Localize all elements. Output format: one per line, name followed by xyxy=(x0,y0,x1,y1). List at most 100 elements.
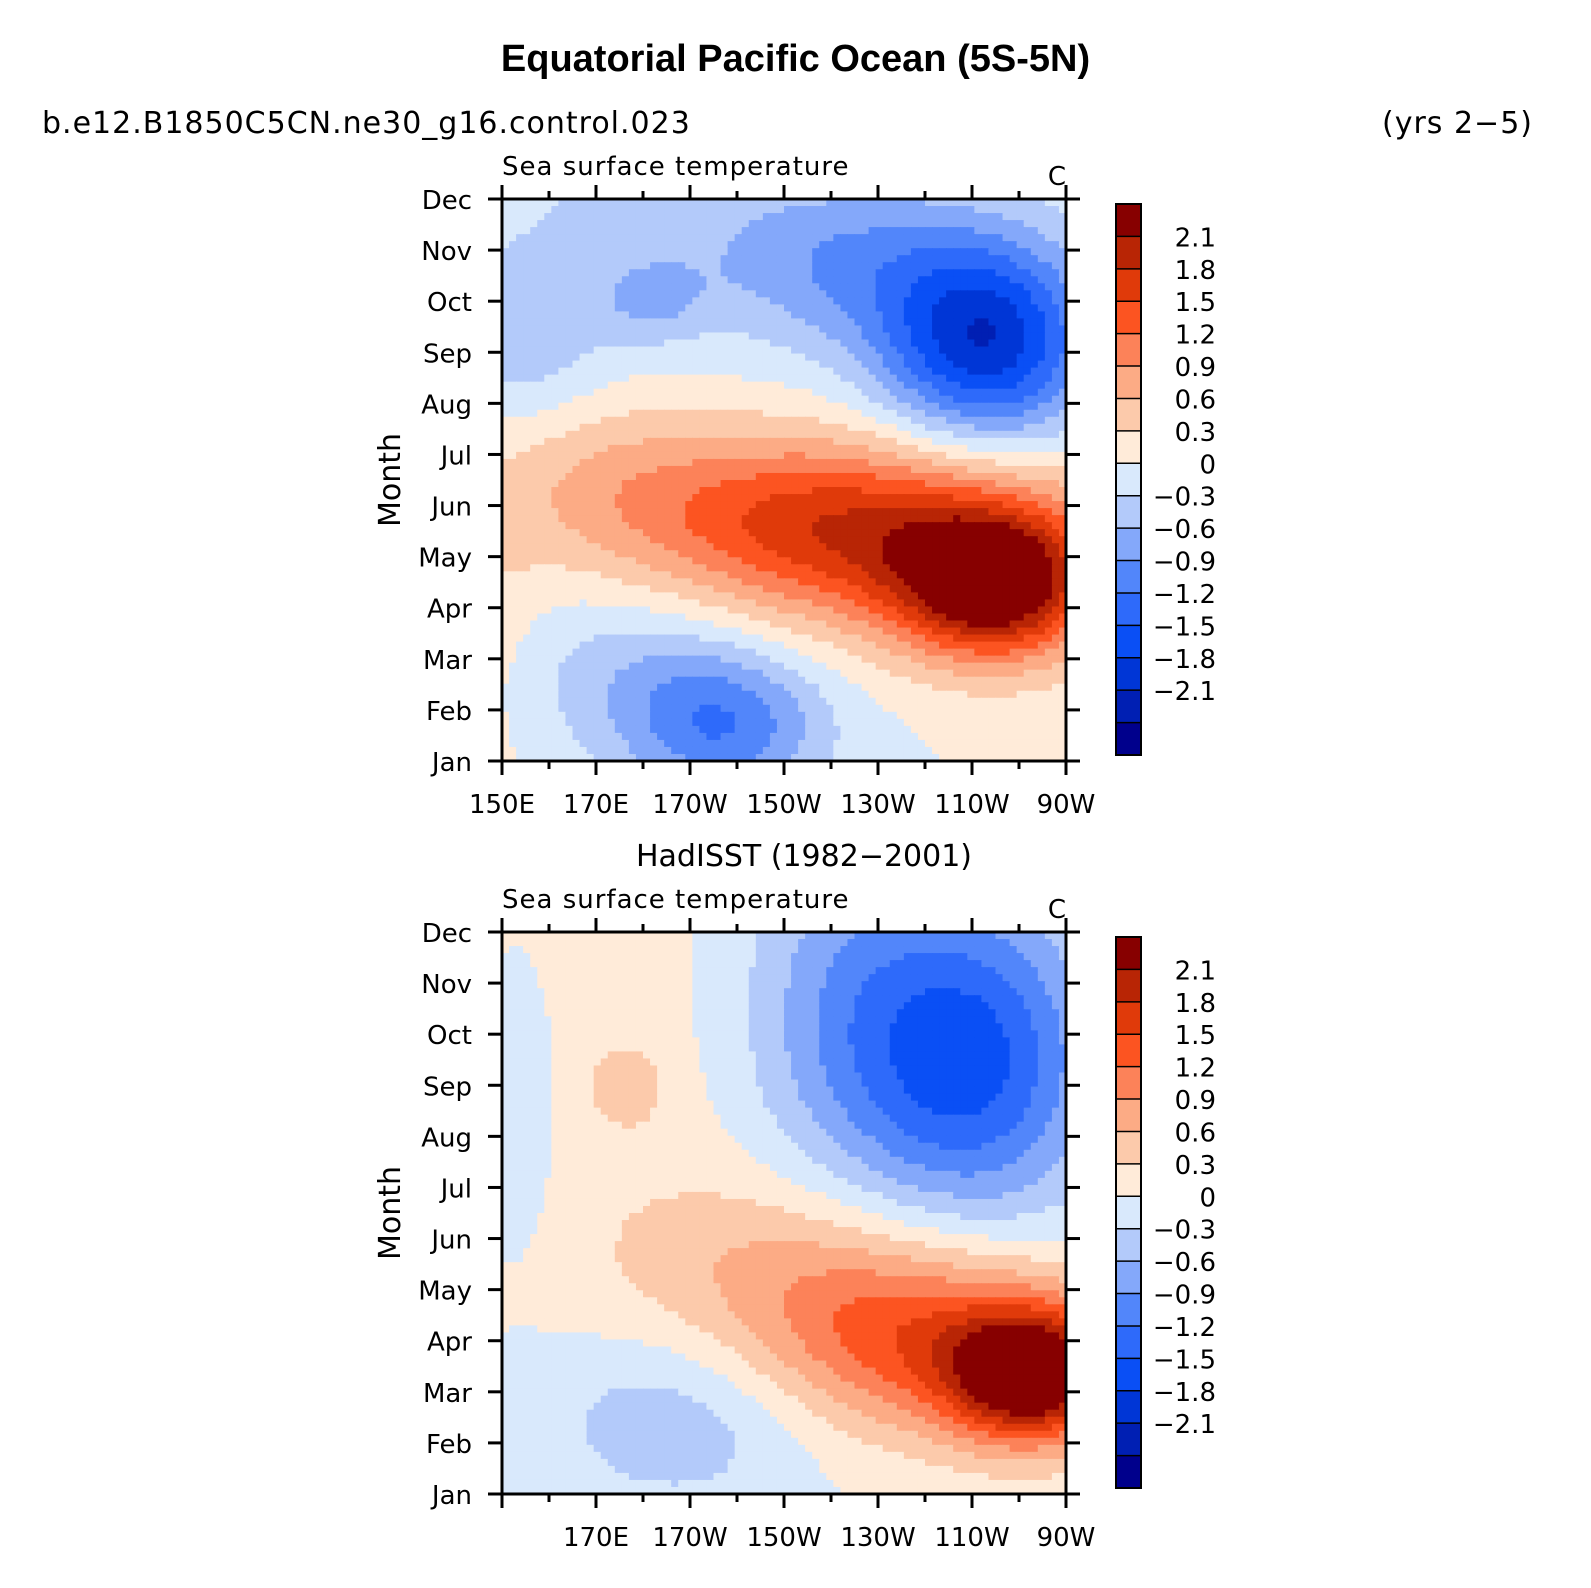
colorbar-label: 2.1 xyxy=(1175,956,1216,986)
colorbar-frame xyxy=(1115,203,1142,756)
colorbar-box xyxy=(1116,430,1141,464)
contour-field xyxy=(502,932,1067,1495)
colorbar-box xyxy=(1116,657,1141,691)
colorbar-box xyxy=(1116,1261,1141,1295)
colorbar-label: −1.5 xyxy=(1153,612,1216,642)
x-tick-label: 150E xyxy=(469,790,535,820)
colorbar-box xyxy=(1116,1131,1141,1165)
y-tick-label: Oct xyxy=(427,1021,472,1051)
colorbar-box xyxy=(1116,495,1141,529)
colorbar-label: 0.9 xyxy=(1175,353,1216,383)
units-label: C xyxy=(1048,895,1066,925)
colorbar-box xyxy=(1116,1423,1141,1457)
colorbar-label: −0.6 xyxy=(1153,1248,1216,1278)
colorbar-label: −1.5 xyxy=(1153,1345,1216,1375)
y-tick-label: Feb xyxy=(426,1430,472,1460)
colorbar-label: 0.9 xyxy=(1175,1086,1216,1116)
panel-title: Sea surface temperature xyxy=(502,885,849,915)
x-tick-label: 90W xyxy=(1037,1523,1096,1553)
y-tick-label: Jun xyxy=(429,1226,472,1256)
colorbar-label: 1.2 xyxy=(1175,1054,1216,1084)
colorbar-label: 0.3 xyxy=(1175,1151,1216,1181)
y-tick-label: Jul xyxy=(439,441,472,471)
x-tick-label: 90W xyxy=(1037,790,1096,820)
x-tick-label: 130W xyxy=(840,1523,915,1553)
colorbar-box xyxy=(1116,592,1141,626)
colorbar-box xyxy=(1116,236,1141,270)
panel-subtitle: HadISST (1982−2001) xyxy=(636,839,972,874)
colorbar-box xyxy=(1116,937,1141,970)
colorbar-box xyxy=(1116,969,1141,1003)
colorbar xyxy=(1115,203,1142,756)
colorbar-label: 0 xyxy=(1199,450,1216,480)
y-tick-label: Jun xyxy=(429,493,472,523)
panel-title: Sea surface temperature xyxy=(502,152,849,182)
colorbar-box xyxy=(1116,366,1141,399)
y-axis-label: Month xyxy=(373,433,408,527)
contour-panel-model: Sea surface temperature C Jan Feb Mar Apr May J… xyxy=(373,152,1216,820)
colorbar-box xyxy=(1116,560,1141,594)
colorbar-box xyxy=(1116,1163,1141,1197)
x-tick-label: 170E xyxy=(563,1523,629,1553)
colorbar-label: −1.8 xyxy=(1153,645,1216,675)
colorbar-label: −0.3 xyxy=(1153,483,1216,513)
colorbar-box xyxy=(1116,1001,1141,1035)
colorbar-box xyxy=(1116,528,1141,562)
y-tick-label: Mar xyxy=(423,646,472,676)
colorbar-label: 0 xyxy=(1199,1183,1216,1213)
colorbar-label: 0.6 xyxy=(1175,1118,1216,1148)
colorbar-label: 0.6 xyxy=(1175,385,1216,415)
y-tick-label: Apr xyxy=(427,1328,472,1358)
y-tick-label: Nov xyxy=(421,970,472,1000)
colorbar-box xyxy=(1116,1293,1141,1327)
y-tick-label: Dec xyxy=(422,186,472,216)
colorbar-label: −2.1 xyxy=(1153,677,1216,707)
y-tick-label: Aug xyxy=(421,390,472,420)
x-tick-label: 150W xyxy=(746,1523,821,1553)
case-name: b.e12.B1850C5CN.ne30_g16.control.023 xyxy=(42,106,691,141)
y-tick-label: May xyxy=(418,544,472,574)
colorbar-box xyxy=(1116,1034,1141,1068)
colorbar-label: 1.8 xyxy=(1175,256,1216,286)
y-tick-label: Sep xyxy=(423,339,472,369)
colorbar-box xyxy=(1116,1325,1141,1359)
y-tick-label: Oct xyxy=(427,288,472,318)
colorbar-box xyxy=(1116,398,1141,432)
colorbar-box xyxy=(1116,722,1141,756)
contour-field xyxy=(502,199,1067,762)
colorbar-label: 0.3 xyxy=(1175,418,1216,448)
colorbar-label: −0.9 xyxy=(1153,548,1216,578)
colorbar-label: −2.1 xyxy=(1153,1410,1216,1440)
x-tick-label: 170E xyxy=(563,790,629,820)
colorbar-box xyxy=(1116,1358,1141,1392)
colorbar-frame xyxy=(1115,936,1142,1489)
colorbar-box xyxy=(1116,463,1141,497)
years-label: (yrs 2−5) xyxy=(1382,106,1533,141)
colorbar-box xyxy=(1116,1228,1141,1262)
colorbar-label: −0.3 xyxy=(1153,1216,1216,1246)
colorbar-label: 1.2 xyxy=(1175,321,1216,351)
colorbar-label: −0.6 xyxy=(1153,515,1216,545)
colorbar-box xyxy=(1116,1390,1141,1424)
colorbar-box xyxy=(1116,333,1141,367)
colorbar-label: −0.9 xyxy=(1153,1281,1216,1311)
y-tick-label: Nov xyxy=(421,237,472,267)
colorbar-box xyxy=(1116,301,1141,335)
colorbar-label: 2.1 xyxy=(1175,223,1216,253)
colorbar-label: 1.8 xyxy=(1175,989,1216,1019)
y-tick-label: Feb xyxy=(426,697,472,727)
colorbar-box xyxy=(1116,1196,1141,1230)
y-tick-label: Jan xyxy=(430,1481,472,1511)
colorbar-box xyxy=(1116,268,1141,302)
colorbar-box xyxy=(1116,1099,1141,1132)
colorbar-box xyxy=(1116,204,1141,237)
x-tick-label: 170W xyxy=(652,790,727,820)
x-tick-label: 170W xyxy=(652,1523,727,1553)
x-tick-label: 150W xyxy=(746,790,821,820)
colorbar-label: −1.2 xyxy=(1153,1313,1216,1343)
figure-title: Equatorial Pacific Ocean (5S-5N) xyxy=(500,38,1091,80)
colorbar-box xyxy=(1116,690,1141,724)
y-tick-label: Dec xyxy=(422,919,472,949)
y-tick-label: Apr xyxy=(427,595,472,625)
